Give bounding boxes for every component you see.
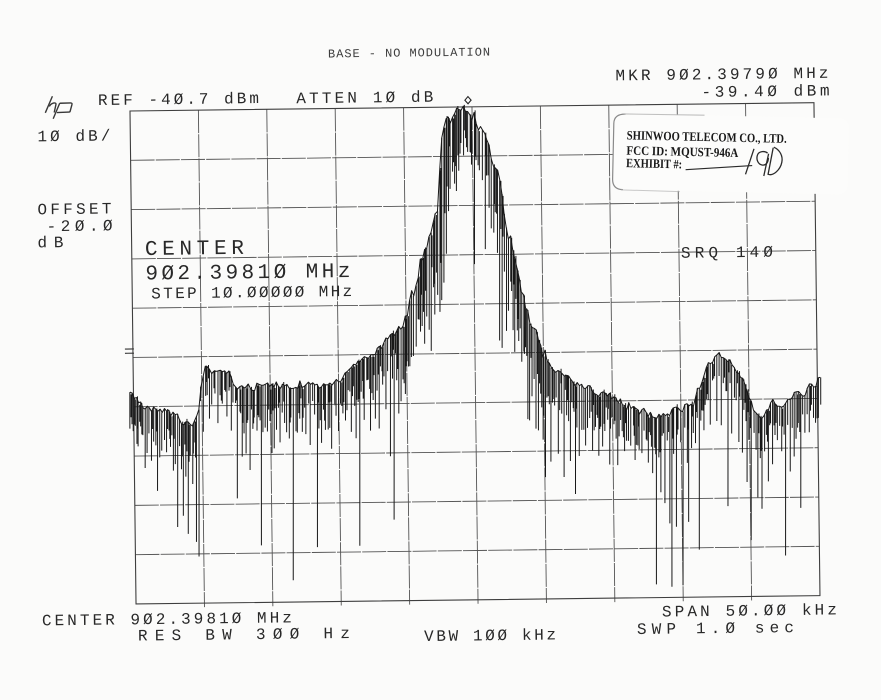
- svg-text:1Ø dB/: 1Ø dB/: [37, 127, 110, 146]
- svg-text:STEP 1Ø.ØØØØØ MHz: STEP 1Ø.ØØØØØ MHz: [151, 283, 352, 303]
- svg-text:-39.4Ø dBm: -39.4Ø dBm: [701, 82, 829, 102]
- svg-text:VBW 1ØØ kHz: VBW 1ØØ kHz: [424, 626, 556, 646]
- svg-text:FCC ID: MQUST-946A: FCC ID: MQUST-946A: [626, 144, 739, 160]
- svg-text:CENTER 9Ø2.3981Ø MHz: CENTER 9Ø2.3981Ø MHz: [42, 609, 292, 630]
- svg-text:OFFSET: OFFSET: [37, 200, 111, 219]
- svg-text:9Ø2.3981Ø MHz: 9Ø2.3981Ø MHz: [145, 261, 350, 287]
- svg-text:dB: dB: [37, 234, 63, 252]
- svg-text:SPAN 5Ø.ØØ kHz: SPAN 5Ø.ØØ kHz: [662, 601, 837, 621]
- svg-text:MKR 9Ø2.3979Ø MHz: MKR 9Ø2.3979Ø MHz: [615, 65, 828, 86]
- svg-text:SWP 1.Ø sec: SWP 1.Ø sec: [637, 619, 794, 639]
- svg-text:BASE - NO MODULATION: BASE - NO MODULATION: [328, 45, 490, 61]
- svg-text:SHINWOO TELECOM CO., LTD.: SHINWOO TELECOM CO., LTD.: [627, 128, 787, 145]
- svg-text:SRQ 14Ø: SRQ 14Ø: [681, 244, 774, 263]
- svg-text:RES BW 3ØØ Hz: RES BW 3ØØ Hz: [138, 625, 350, 646]
- svg-text:REF -4Ø.7 dBm: REF -4Ø.7 dBm: [98, 90, 259, 110]
- svg-text:ATTEN 1Ø dB: ATTEN 1Ø dB: [296, 89, 433, 109]
- svg-text:EXHIBIT #:: EXHIBIT #:: [626, 156, 682, 171]
- svg-text:-2Ø.Ø: -2Ø.Ø: [47, 217, 114, 236]
